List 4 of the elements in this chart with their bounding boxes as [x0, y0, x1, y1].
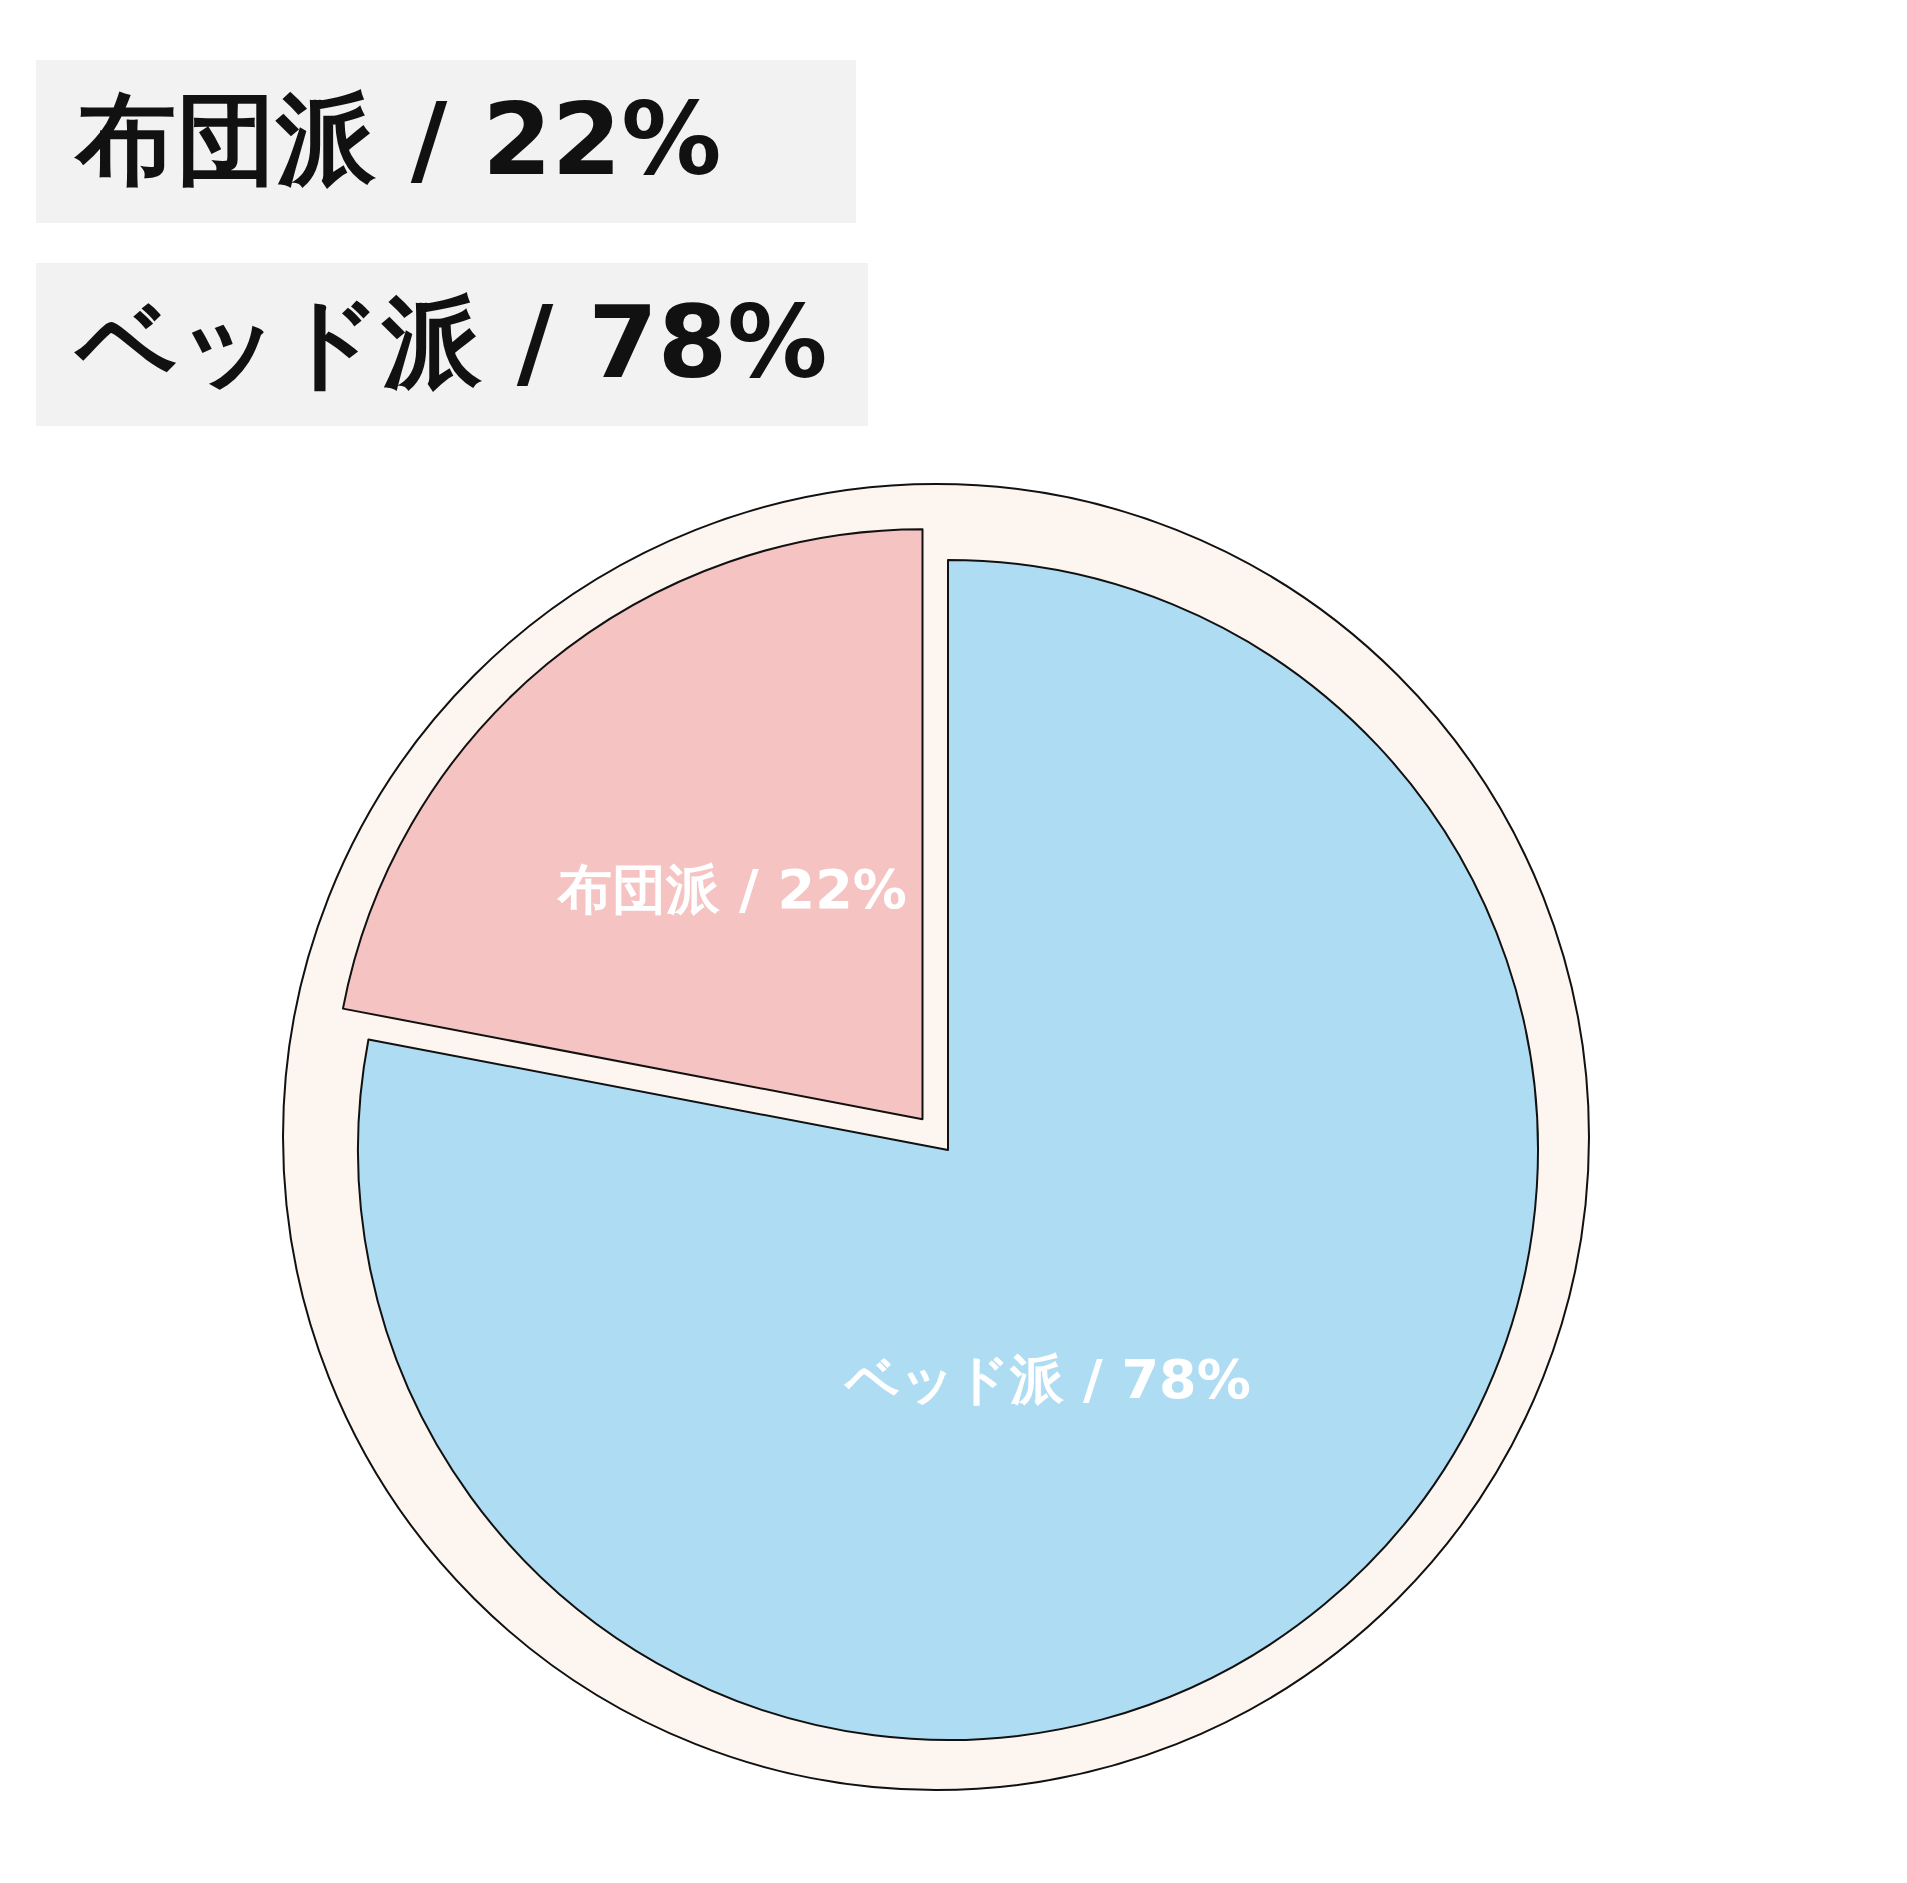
text: ベッド派 / 78% — [36, 263, 868, 426]
text: 布団派 / 22% — [36, 60, 856, 223]
slice-label: 布団派 / 22% — [556, 858, 907, 922]
slice-label: ベッド派 / 78% — [843, 1348, 1251, 1412]
